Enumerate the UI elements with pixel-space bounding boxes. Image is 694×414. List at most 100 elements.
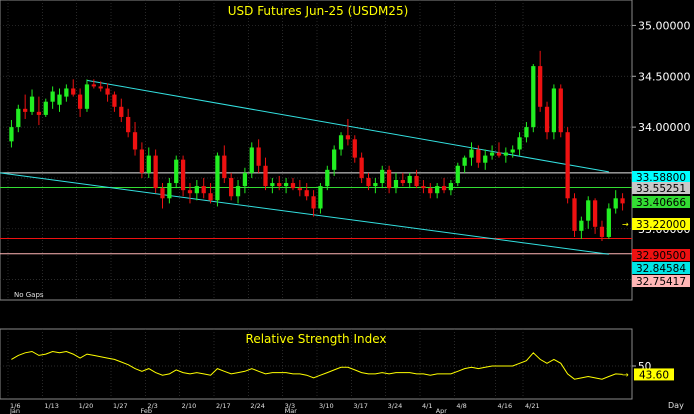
candle-body (153, 155, 158, 189)
date-tick-label: 4/1 (422, 402, 432, 410)
rsi-panel (0, 328, 633, 400)
date-tick-label: 2/17 (216, 402, 231, 410)
candle (167, 177, 172, 204)
candle-body (586, 200, 591, 221)
date-tick-label: 1/20 (79, 402, 94, 410)
candle (407, 172, 412, 189)
candle-body (91, 84, 96, 87)
candle (132, 122, 138, 156)
candle (345, 118, 351, 146)
candle (599, 220, 605, 242)
candle-body (524, 127, 529, 138)
candle (16, 104, 21, 133)
candle (524, 122, 529, 143)
candle (215, 152, 220, 207)
candle-body (208, 193, 213, 201)
price-level-tag-label: 33.58800 (636, 172, 686, 184)
date-tick-label: 2/24 (250, 402, 265, 410)
candle-body (483, 155, 488, 163)
month-label: Jan (9, 407, 20, 414)
candle (373, 177, 378, 194)
candle (620, 193, 625, 211)
candle (325, 165, 330, 191)
candle (338, 132, 344, 156)
date-tick-label: 4/21 (525, 402, 540, 410)
candle (565, 127, 570, 204)
candle-body (229, 177, 234, 197)
candle (105, 83, 110, 102)
candle (77, 88, 83, 117)
rsi-marker-icon: → (622, 370, 629, 379)
candle (126, 108, 131, 138)
candle (249, 142, 254, 178)
candle-body (256, 147, 261, 166)
candle (393, 172, 399, 194)
candle (139, 142, 145, 178)
candle-body (201, 186, 206, 194)
price-level-tag: 32.90500 (632, 249, 690, 262)
candle (297, 180, 302, 197)
candle (558, 84, 563, 138)
price-level-tag-box (632, 249, 690, 261)
candle (235, 180, 241, 204)
candle-body (510, 149, 515, 153)
candle-body (263, 165, 268, 187)
candle-body (105, 88, 110, 95)
price-gridlines (0, 0, 632, 300)
candle-body (242, 172, 248, 187)
candle-body (160, 188, 165, 199)
month-label: Mar (285, 407, 298, 414)
candle-body (366, 177, 371, 187)
candle (71, 79, 76, 97)
candle-body (146, 155, 151, 173)
date-tick-label: 3/17 (353, 402, 368, 410)
candle (332, 145, 337, 176)
price-level-tag-box (632, 275, 690, 287)
candle (400, 172, 405, 187)
candle-body (380, 169, 385, 184)
month-label: Apr (436, 407, 448, 414)
candle (592, 198, 598, 234)
price-level-tag-box (632, 218, 690, 230)
candle-body (119, 106, 124, 117)
candle (9, 120, 14, 148)
candle (29, 89, 35, 115)
candle-body (139, 149, 145, 173)
candle (448, 180, 454, 196)
candle-body (579, 220, 584, 231)
candle-body (174, 159, 179, 184)
support-resistance-lines (0, 172, 632, 255)
candle (112, 91, 117, 112)
candle-body (167, 183, 172, 199)
candle-body (592, 200, 598, 227)
candle (174, 155, 179, 189)
candle (531, 64, 536, 133)
candle (277, 175, 282, 191)
candle-body (428, 188, 433, 194)
candle (380, 165, 385, 189)
candle-body (544, 106, 550, 133)
candle (153, 149, 158, 194)
candle (613, 190, 618, 214)
candle-body (57, 94, 62, 105)
candle (208, 183, 213, 204)
price-level-tag-label: 33.40666 (636, 197, 686, 209)
candle-body (503, 152, 508, 156)
candle (551, 84, 557, 140)
candle-body (16, 108, 21, 128)
candle-body (517, 137, 522, 150)
candle-body (531, 66, 536, 128)
trend-line (0, 172, 609, 255)
candle-body (29, 96, 35, 112)
price-level-tag-label: 33.22000 (636, 219, 686, 231)
candle-body (297, 188, 302, 191)
price-axis: 35.0000034.5000034.0000033.5000033.00000… (632, 19, 691, 287)
price-level-tag-box (632, 171, 690, 183)
candle-body (373, 183, 378, 187)
candle (242, 167, 248, 194)
candle (476, 145, 481, 168)
price-level-tag-label: 32.75417 (636, 276, 686, 288)
candle-body (126, 116, 131, 133)
candle (98, 81, 103, 92)
candle (428, 183, 433, 199)
